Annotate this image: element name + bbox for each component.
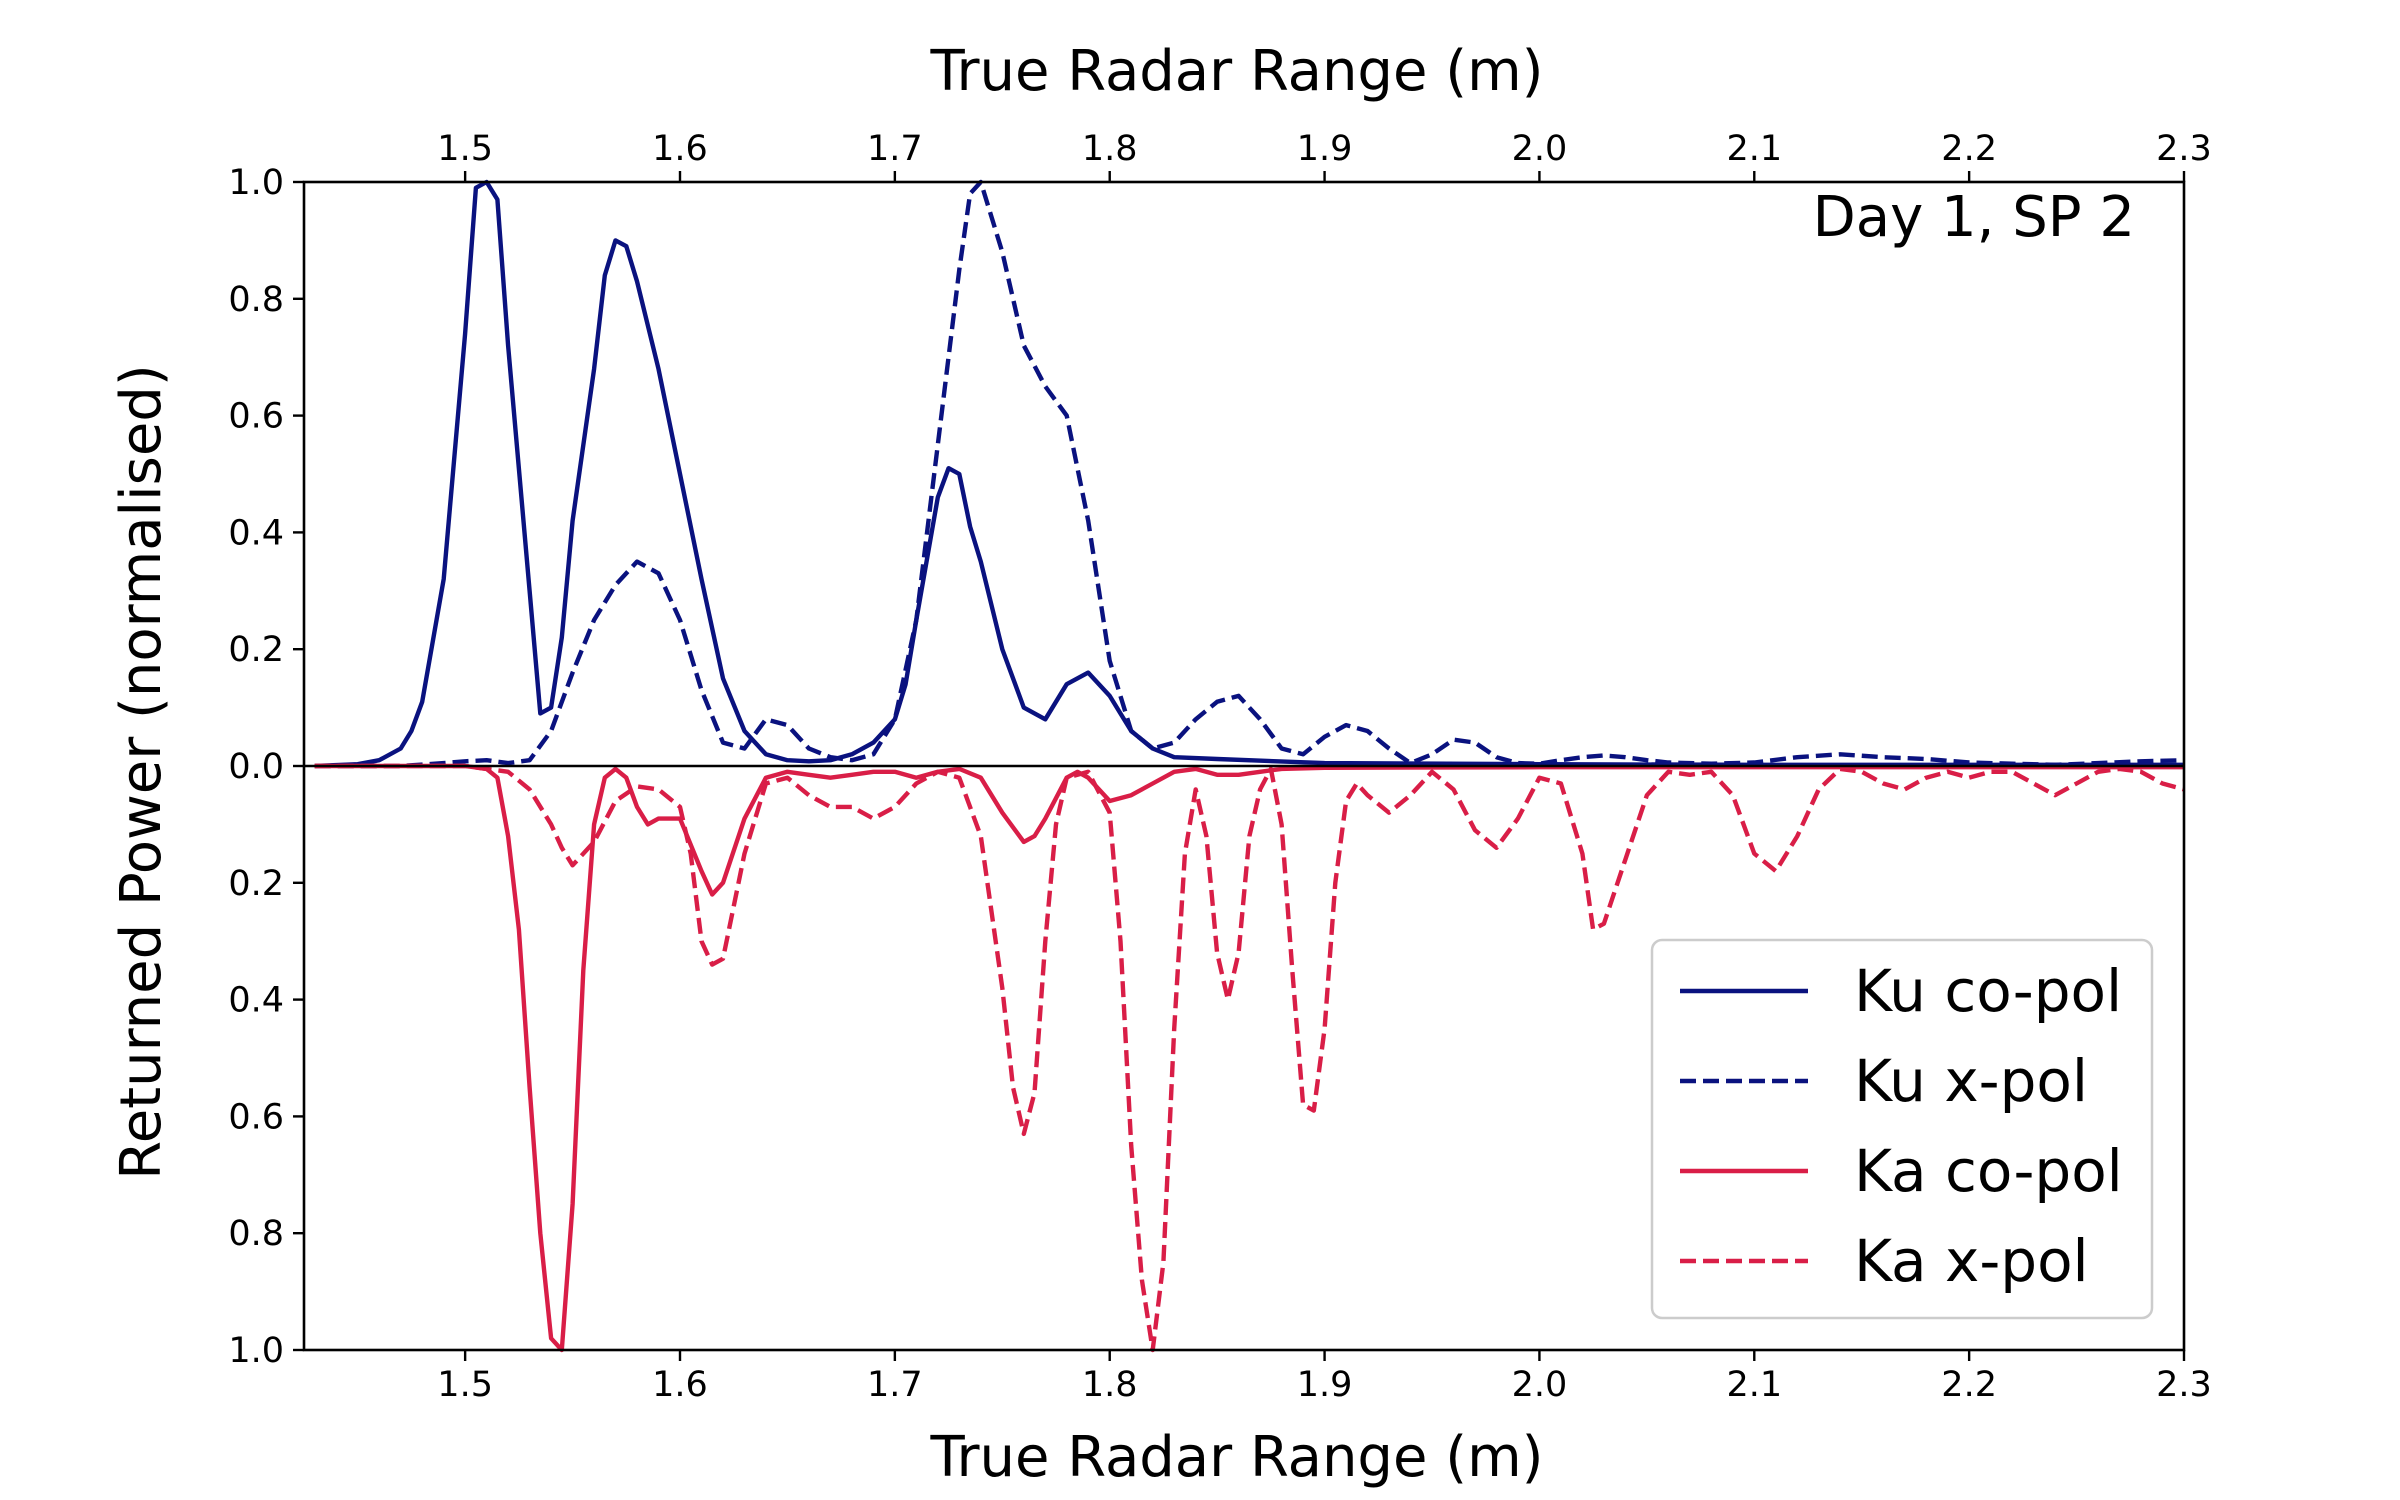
y-tick-label: 0.8 <box>228 1214 284 1254</box>
x-tick-label-top: 1.9 <box>1297 129 1353 169</box>
y-tick-label: 0.6 <box>228 1097 284 1137</box>
series-layer <box>314 179 2185 1353</box>
legend-label: Ku co-pol <box>1854 957 2122 1025</box>
legend-label: Ka co-pol <box>1854 1137 2123 1205</box>
y-tick-label: 0.4 <box>228 981 284 1021</box>
ticks-layer: 1.5 1.5 1.6 1.6 1.7 1.7 1.8 1.8 1.9 1.9 2.0 2.0 2.1 2… <box>228 129 2212 1405</box>
x-tick-label-top: 1.8 <box>1082 129 1138 169</box>
y-tick-label: 1.0 <box>228 163 284 203</box>
x-tick-label-top: 1.6 <box>652 129 708 169</box>
y-tick-label: 0.2 <box>228 630 284 670</box>
x-tick-label-top: 2.0 <box>1512 129 1568 169</box>
legend-frame <box>1650 938 2154 1320</box>
panel-annotation: Day 1, SP 2 <box>1813 185 2135 250</box>
legend: Ku co-pol Ku x-pol Ka co-pol Ka x-pol <box>1650 938 2154 1320</box>
x-tick-label: 2.0 <box>1512 1365 1568 1405</box>
y-tick-label: 0.6 <box>228 397 284 437</box>
y-tick-label: 0.8 <box>228 280 284 320</box>
series-line-ku-co-pol <box>314 179 2184 769</box>
x-axis-title: True Radar Range (m) <box>930 1425 1544 1490</box>
x-tick-label-top: 1.5 <box>437 129 493 169</box>
x-tick-label: 1.7 <box>867 1365 923 1405</box>
x-tick-label: 1.6 <box>652 1365 708 1405</box>
x-tick-label-top: 2.3 <box>2156 129 2212 169</box>
legend-label: Ka x-pol <box>1854 1227 2089 1295</box>
x-tick-label-top: 1.7 <box>867 129 923 169</box>
x-axis-title-top: True Radar Range (m) <box>930 39 1544 104</box>
y-tick-label: 0.0 <box>228 747 284 787</box>
y-tick-label: 1.0 <box>228 1331 284 1371</box>
x-tick-label: 2.2 <box>1941 1365 1997 1405</box>
x-tick-label: 1.5 <box>437 1365 493 1405</box>
legend-label: Ku x-pol <box>1854 1047 2088 1115</box>
x-tick-label: 1.8 <box>1082 1365 1138 1405</box>
y-tick-label: 0.4 <box>228 513 284 553</box>
x-tick-label: 2.1 <box>1726 1365 1782 1405</box>
y-tick-label: 0.2 <box>228 864 284 904</box>
x-tick-label-top: 2.1 <box>1726 129 1782 169</box>
y-axis-title: Returned Power (normalised) <box>109 364 174 1179</box>
series-line-ka-x-pol <box>314 763 2185 1353</box>
x-tick-label: 2.3 <box>2156 1365 2212 1405</box>
series-line-ku-x-pol <box>314 179 2185 769</box>
x-tick-label-top: 2.2 <box>1941 129 1997 169</box>
series-line-ka-co-pol <box>314 763 2184 1353</box>
x-tick-label: 1.9 <box>1297 1365 1353 1405</box>
